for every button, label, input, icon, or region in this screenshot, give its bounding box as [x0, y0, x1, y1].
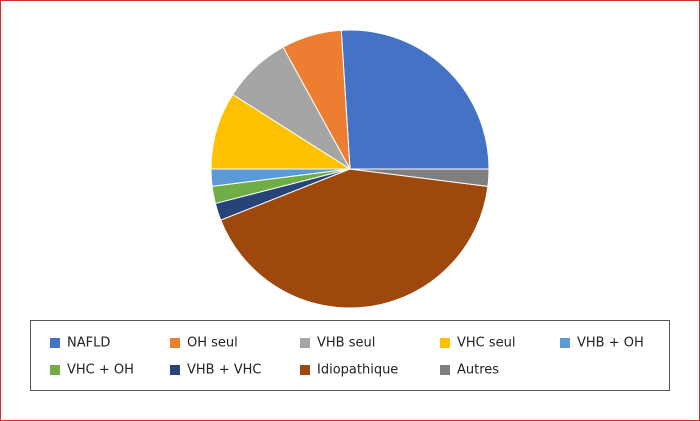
pie-slice	[220, 168, 489, 309]
pie-slice	[210, 93, 352, 170]
legend-swatch	[170, 365, 180, 375]
legend-swatch	[560, 338, 570, 348]
legend-label: Autres	[457, 363, 499, 378]
legend-label: VHB + VHC	[187, 363, 262, 378]
legend-swatch	[300, 365, 310, 375]
legend-swatch	[50, 365, 60, 375]
legend-label: VHB seul	[317, 336, 375, 351]
legend-label: VHC + OH	[67, 363, 134, 378]
legend-swatch	[50, 338, 60, 348]
legend-swatch	[440, 338, 450, 348]
legend-box	[30, 320, 670, 391]
legend-label: NAFLD	[67, 336, 110, 351]
legend-swatch	[170, 338, 180, 348]
legend-label: Idiopathique	[317, 363, 398, 378]
legend-swatch	[440, 365, 450, 375]
legend-label: OH seul	[187, 336, 238, 351]
legend-swatch	[300, 338, 310, 348]
pie-slice	[349, 168, 490, 187]
pie-slice	[340, 29, 490, 170]
legend-label: VHB + OH	[577, 336, 644, 351]
legend-label: VHC seul	[457, 336, 516, 351]
